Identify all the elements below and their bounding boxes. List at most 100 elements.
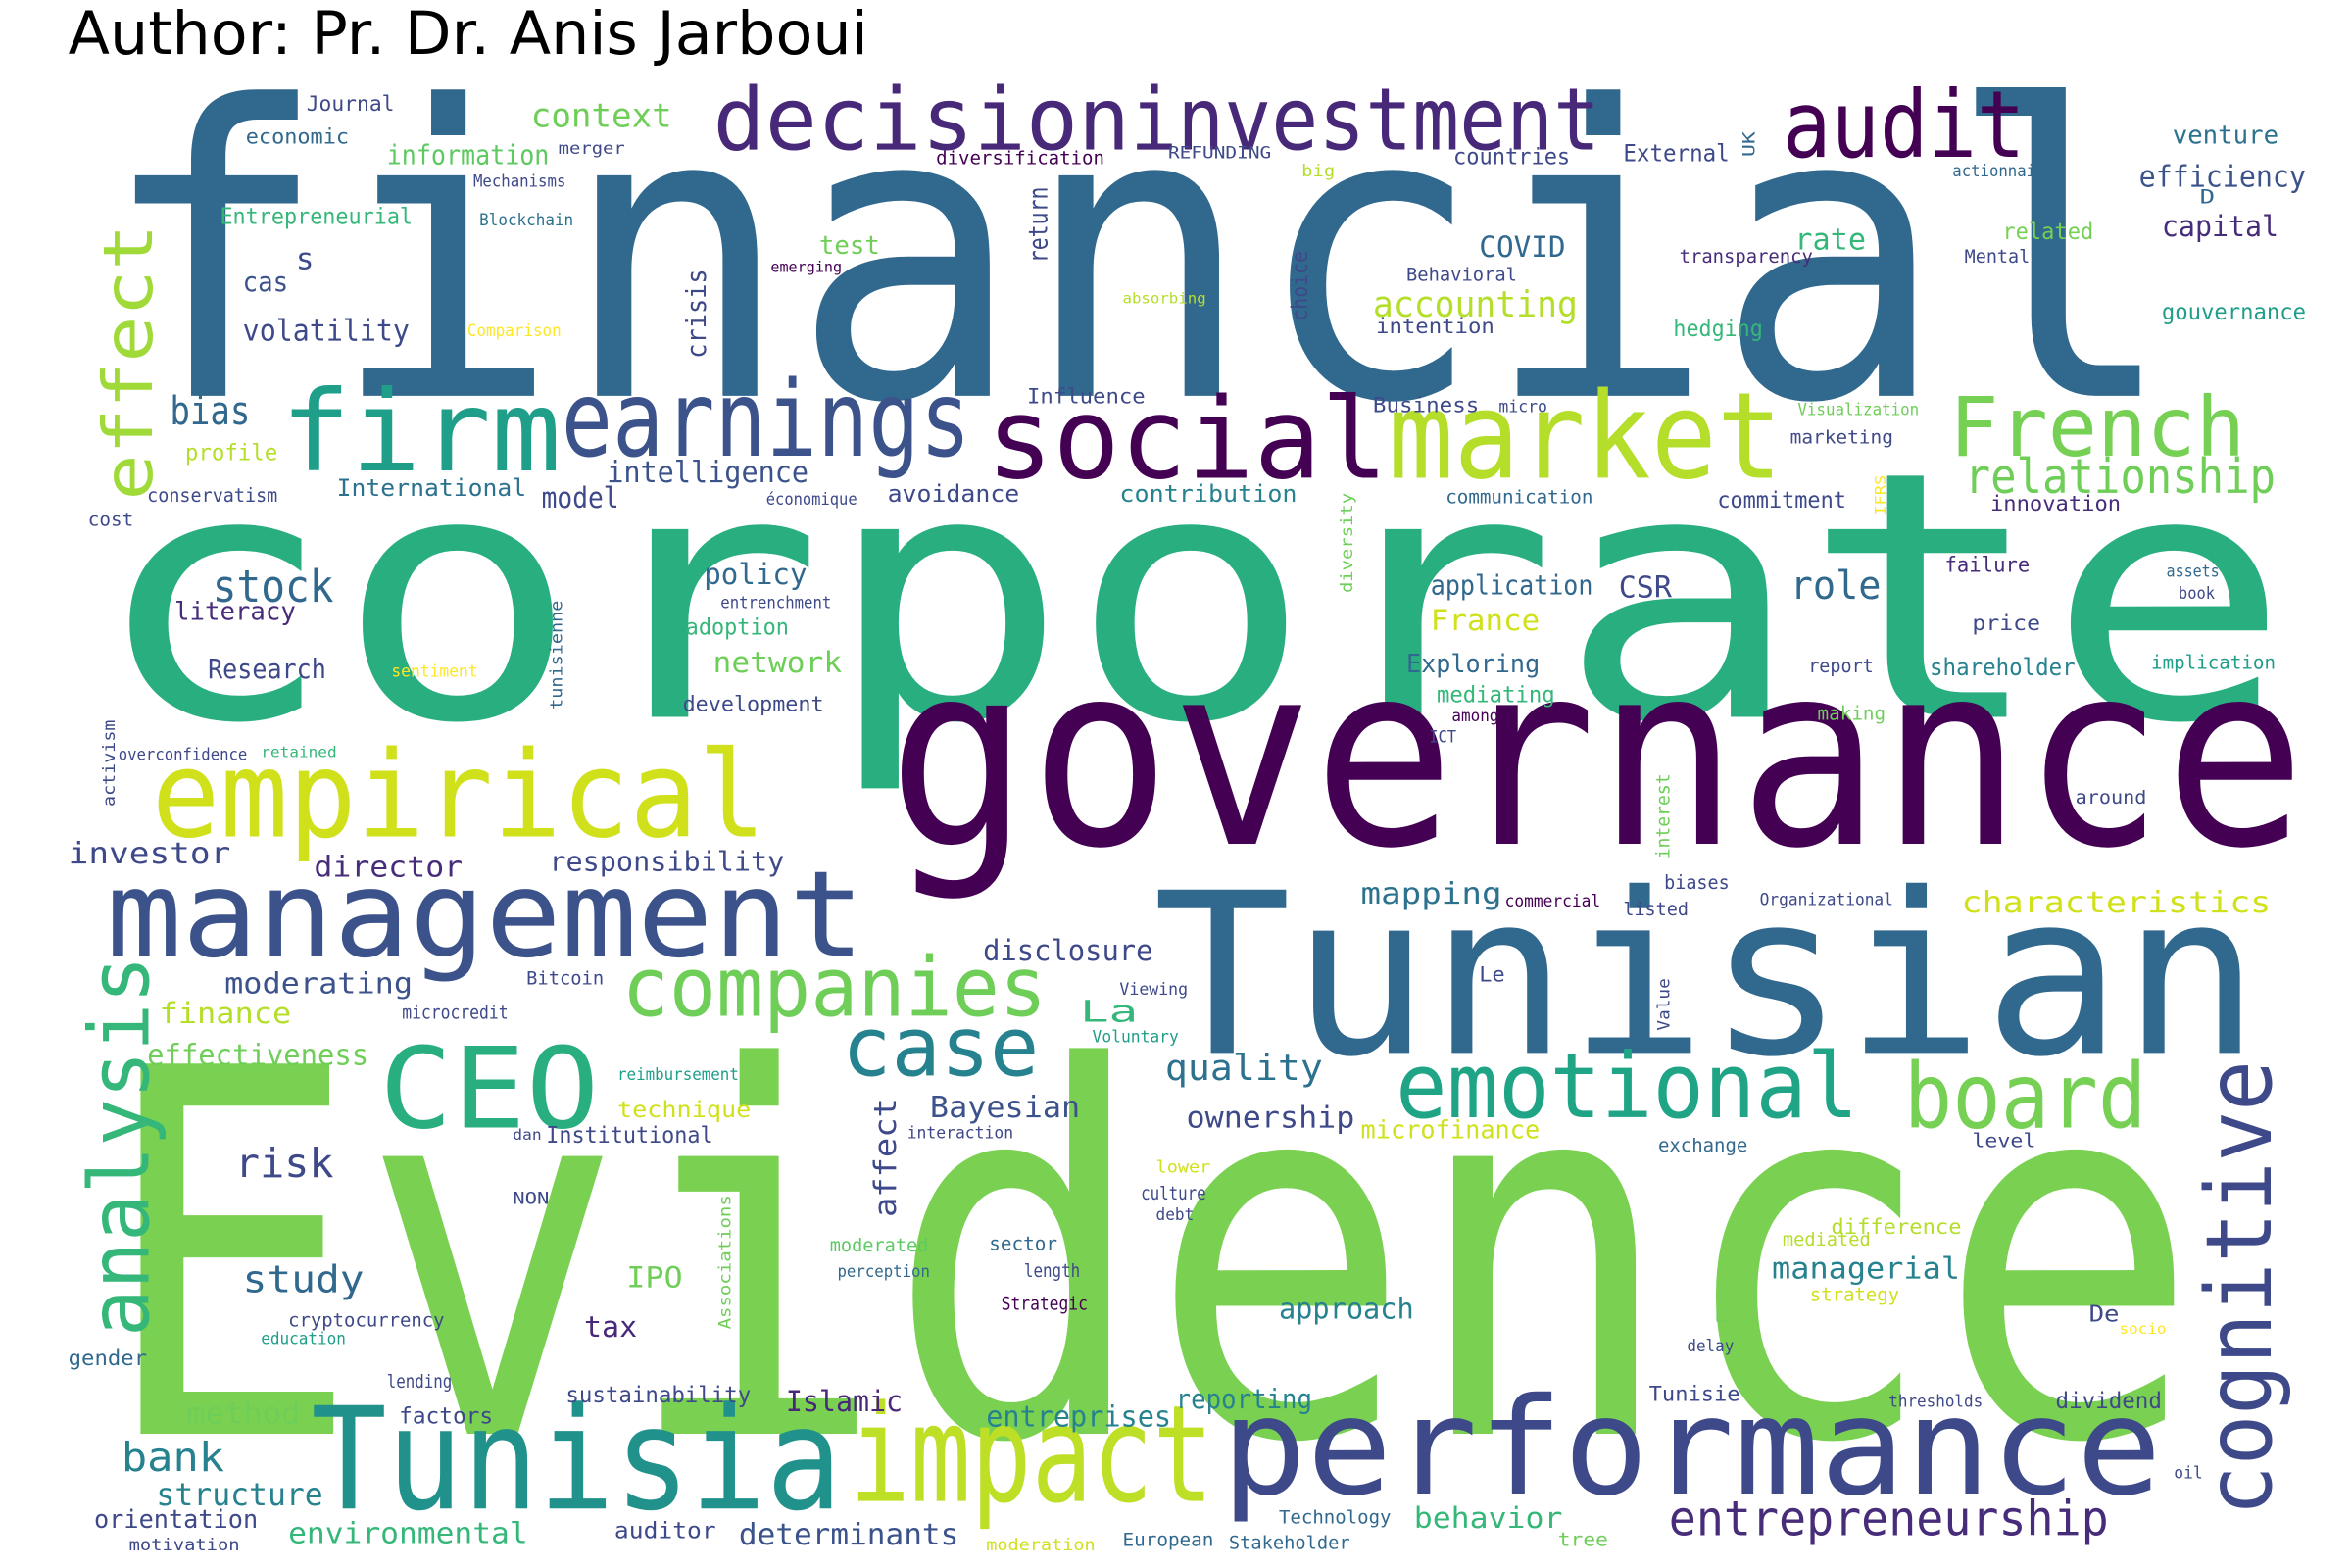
word: entreprises [986, 1400, 1171, 1434]
word: efficiency [2139, 160, 2306, 195]
word: thresholds [1888, 1392, 1983, 1411]
word: moderation [986, 1535, 1095, 1554]
word: disclosure [983, 934, 1152, 967]
word: failure [1945, 554, 2031, 578]
word: overconfidence [119, 745, 248, 764]
word: Visualization [1797, 400, 1919, 419]
word: European [1123, 1530, 1214, 1550]
word: commercial [1505, 891, 1601, 910]
word: empirical [152, 725, 766, 864]
word: transparency [1680, 247, 1813, 268]
word: risk [235, 1140, 334, 1187]
word: innovation [1990, 492, 2121, 516]
word: retained [261, 744, 336, 761]
word: analysis [72, 956, 169, 1337]
word: method [186, 1396, 300, 1432]
word: quality [1165, 1047, 1323, 1089]
word: International [337, 473, 526, 502]
word: Value [1654, 978, 1674, 1030]
word: decision [713, 70, 1131, 171]
word: length [1024, 1261, 1080, 1282]
word: strategy [1810, 1283, 1899, 1306]
word: microcredit [402, 1003, 508, 1023]
word: governance [888, 609, 2306, 905]
word: case [842, 1000, 1039, 1095]
word: factors [399, 1404, 493, 1430]
word: NON [513, 1188, 549, 1207]
word: adoption [686, 615, 789, 641]
word: crisis [680, 269, 712, 358]
word: related [2002, 220, 2093, 245]
word: environmental [288, 1517, 528, 1550]
word: impact [850, 1377, 1214, 1534]
word: capital [2162, 210, 2278, 243]
word: France [1431, 604, 1540, 637]
word: cryptocurrency [288, 1310, 444, 1331]
word: economic [246, 124, 349, 149]
word: Bitcoin [526, 968, 604, 989]
word: earnings [562, 360, 971, 481]
word: Mental [1965, 247, 2031, 268]
word: difference [1831, 1215, 1961, 1240]
word: biases [1664, 870, 1730, 894]
word: intention [1376, 315, 1494, 339]
word: Tunisia [311, 1378, 842, 1543]
word: role [1790, 564, 1882, 609]
word: tunisienne [547, 601, 566, 710]
word: managerial [1772, 1251, 1960, 1287]
word: sector [989, 1232, 1057, 1255]
word: interest [1653, 773, 1674, 858]
word: choice [1288, 251, 1313, 321]
word: Research [208, 653, 326, 685]
word: delay [1687, 1336, 1734, 1355]
word: assets [2167, 561, 2220, 580]
word: Strategic [1002, 1295, 1088, 1315]
word: tax [584, 1310, 637, 1344]
word: rate [1794, 222, 1866, 258]
word: gender [69, 1347, 148, 1371]
word: price [1972, 612, 2040, 636]
word: micro [1498, 397, 1547, 416]
word: économique [766, 489, 858, 509]
word: implication [2151, 651, 2276, 674]
word: application [1431, 569, 1593, 602]
word: shareholder [1930, 653, 2076, 681]
word: around [2076, 788, 2147, 808]
word: La [1080, 995, 1138, 1030]
word: De [2089, 1302, 2120, 1328]
word: microfinance [1361, 1115, 1541, 1145]
word: actionnaires [1952, 161, 2063, 180]
word: book [2179, 583, 2215, 603]
word: test [819, 231, 880, 261]
word: investor [69, 836, 231, 871]
word: policy [704, 558, 807, 591]
word: cost [88, 511, 133, 531]
word: External [1623, 139, 1729, 168]
word: structure [156, 1476, 322, 1513]
word: effectiveness [147, 1039, 368, 1072]
word: emotional [1396, 1034, 1858, 1139]
word: big [1301, 161, 1335, 180]
word: absorbing [1123, 289, 1206, 307]
word: Technology [1279, 1508, 1392, 1529]
word: contribution [1119, 479, 1297, 508]
word: Behavioral [1406, 266, 1517, 286]
word: tree [1558, 1527, 1608, 1550]
word: approach [1279, 1293, 1414, 1326]
word: orientation [94, 1505, 258, 1535]
word: Business [1373, 394, 1479, 418]
word: venture [2173, 121, 2278, 150]
word: hedging [1673, 317, 1762, 342]
word: CEO [379, 1024, 599, 1154]
word: French [1949, 379, 2245, 474]
word: sentiment [391, 661, 477, 680]
word: gouvernance [2162, 300, 2306, 325]
word: Exploring [1406, 650, 1540, 679]
word: entrenchment [720, 592, 831, 612]
word: Tunisian [1152, 846, 2260, 1106]
word: socio [2120, 1320, 2167, 1338]
word: Institutional [546, 1123, 712, 1149]
